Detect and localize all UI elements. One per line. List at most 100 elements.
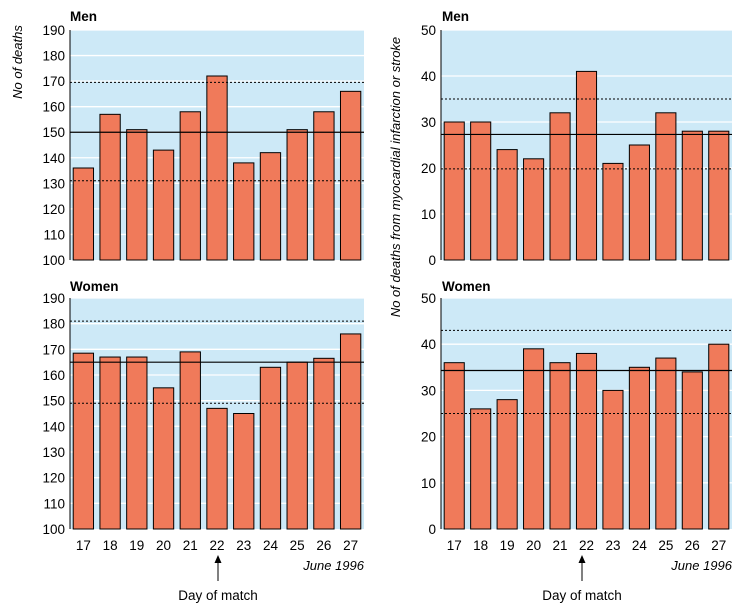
x-tick-label: 24 (263, 538, 279, 553)
bar-day-23 (233, 413, 255, 530)
right-y-axis-title: No of deaths from myocardial infarction … (388, 37, 403, 317)
x-tick-label: 17 (76, 538, 91, 553)
panel-men-mi-stroke: Men 0 10 20 30 40 50 (421, 9, 732, 268)
bar-day-18 (99, 356, 121, 530)
y-tick-label: 30 (421, 383, 436, 398)
bar-day-27 (339, 333, 362, 530)
bar-day-17 (443, 121, 465, 261)
bar-day-22 (575, 70, 598, 261)
y-tick-label: 150 (42, 125, 65, 140)
panel-title-women-mi: Women (442, 279, 491, 294)
bar-day-24 (259, 152, 282, 261)
bar-day-23 (602, 162, 624, 261)
y-tick-label: 120 (42, 202, 65, 217)
match-day-arrow-right (578, 555, 586, 581)
y-tick-label: 190 (42, 23, 65, 38)
bar-day-23 (233, 162, 255, 261)
x-tick-label: 17 (447, 538, 462, 553)
x-tick-label: 27 (343, 538, 358, 553)
match-label-right: Day of match (542, 588, 622, 603)
left-y-axis-title: No of deaths (10, 25, 25, 99)
bar-day-25 (286, 361, 308, 530)
bar-day-24 (259, 366, 282, 530)
bar-day-19 (126, 129, 148, 261)
y-tick-label: 140 (42, 151, 65, 166)
y-tick-label: 20 (421, 161, 436, 176)
bar-day-20 (152, 387, 175, 530)
y-tick-label: 130 (42, 176, 65, 191)
panel-title-men-total: Men (70, 9, 97, 24)
bar-day-22 (575, 352, 598, 530)
bar-day-21 (179, 351, 201, 530)
y-tick-label: 160 (42, 100, 65, 115)
x-tick-label: 26 (316, 538, 331, 553)
y-tick-label: 190 (42, 291, 65, 306)
bar-day-25 (655, 112, 677, 261)
bar-day-21 (179, 111, 201, 261)
x-tick-label: 21 (183, 538, 198, 553)
bar-day-26 (681, 371, 703, 530)
y-tick-label: 110 (43, 227, 65, 242)
x-tick-label: 20 (526, 538, 541, 553)
y-tick-label: 160 (42, 368, 65, 383)
bar-day-24 (628, 144, 650, 261)
y-tick-label: 0 (428, 253, 436, 268)
panel-men-total-deaths: Men 100 110 120 130 140 150 160 170 180 190 (42, 9, 364, 268)
bar-day-26 (313, 357, 335, 530)
y-tick-label: 100 (42, 253, 65, 268)
y-tick-label: 180 (42, 317, 65, 332)
y-tick-label: 120 (42, 471, 65, 486)
bar-day-23 (602, 389, 624, 530)
y-tick-label: 50 (421, 291, 436, 306)
panel-women-total-deaths: Women 100 110 120 130 140 150 160 170 180 190 17 18… (42, 279, 364, 553)
y-tick-label: 20 (421, 430, 436, 445)
bar-day-26 (313, 111, 335, 261)
x-tick-label: 20 (156, 538, 171, 553)
bar-day-27 (708, 130, 730, 261)
bar-day-20 (523, 348, 545, 530)
bar-day-18 (470, 408, 492, 530)
x-tick-label: 26 (685, 538, 700, 553)
bar-day-19 (496, 399, 518, 530)
x-tick-label: 24 (632, 538, 648, 553)
bar-day-25 (286, 129, 308, 261)
y-tick-label: 100 (42, 522, 65, 537)
bar-day-20 (523, 158, 545, 261)
y-tick-label: 40 (421, 337, 436, 352)
y-tick-label: 170 (42, 342, 65, 357)
y-tick-label: 140 (42, 419, 65, 434)
x-tick-label: 19 (500, 538, 515, 553)
x-tick-label: 25 (290, 538, 305, 553)
x-tick-label: 27 (711, 538, 726, 553)
y-tick-label: 10 (421, 476, 436, 491)
x-tick-label: 22 (209, 538, 224, 553)
x-tick-label: 25 (658, 538, 673, 553)
bar-day-25 (655, 357, 677, 530)
y-tick-label: 170 (42, 74, 65, 89)
y-tick-label: 10 (421, 207, 436, 222)
bar-day-22 (206, 407, 228, 530)
y-tick-label: 180 (42, 49, 65, 64)
bar-day-17 (443, 362, 465, 530)
date-note-right: June 1996 (670, 558, 732, 573)
y-tick-label: 30 (421, 115, 436, 130)
panel-title-men-mi: Men (442, 9, 469, 24)
bar-day-26 (681, 130, 703, 261)
bar-day-27 (708, 343, 730, 530)
x-tick-label: 22 (579, 538, 594, 553)
x-tick-label: 23 (236, 538, 251, 553)
x-tick-label: 19 (129, 538, 144, 553)
date-note-left: June 1996 (302, 558, 364, 573)
bar-day-27 (339, 90, 362, 261)
bar-day-21 (549, 112, 571, 261)
bar-day-24 (628, 366, 650, 530)
y-tick-label: 150 (42, 394, 65, 409)
bar-day-18 (470, 121, 492, 261)
y-tick-label: 130 (42, 445, 65, 460)
match-day-arrow-left (214, 555, 222, 581)
bar-day-19 (496, 149, 518, 261)
y-tick-label: 50 (421, 23, 436, 38)
y-tick-label: 0 (428, 522, 436, 537)
bar-day-20 (152, 149, 175, 261)
